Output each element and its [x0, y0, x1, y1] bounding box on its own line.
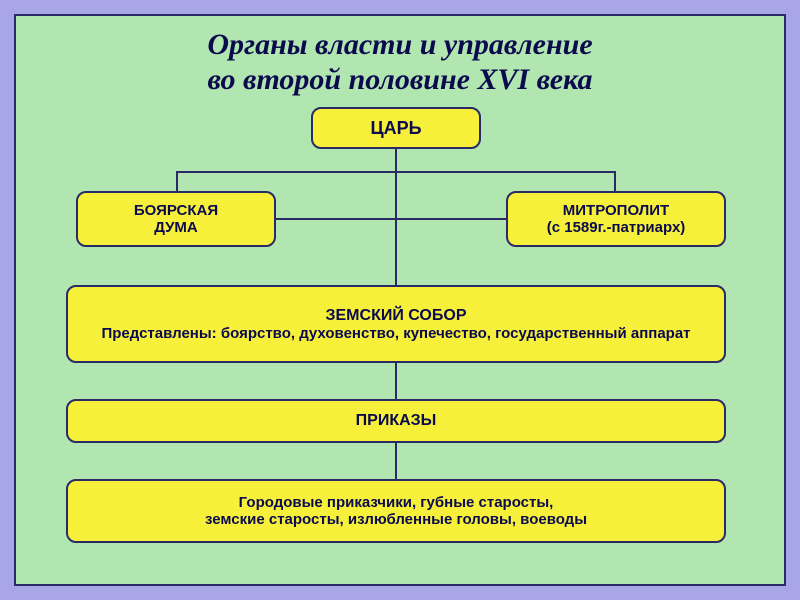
node-boyar-duma: БОЯРСКАЯ ДУМА	[76, 191, 276, 247]
node-prikazy: ПРИКАЗЫ	[66, 399, 726, 443]
connector-3	[614, 171, 616, 191]
node-sobor-sublabel: Представлены: боярство, духовенство, куп…	[101, 325, 690, 342]
org-chart: ЦАРЬ БОЯРСКАЯ ДУМА МИТРОПОЛИТ (с 1589г.-…	[16, 101, 784, 571]
connector-4	[276, 218, 506, 220]
node-duma-label: БОЯРСКАЯ	[134, 202, 218, 219]
node-mitropolit-sublabel: (с 1589г.-патриарх)	[547, 219, 686, 236]
node-prikazy-label: ПРИКАЗЫ	[356, 412, 437, 430]
node-duma-sublabel: ДУМА	[154, 219, 198, 236]
title-line-2: во второй половине XVI века	[208, 63, 593, 96]
diagram-panel: Органы власти и управление во второй пол…	[14, 14, 786, 586]
diagram-title: Органы власти и управление во второй пол…	[16, 16, 784, 101]
node-sobor-label: ЗЕМСКИЙ СОБОР	[325, 307, 466, 325]
connector-6	[395, 443, 397, 479]
node-local-sublabel: земские старосты, излюбленные головы, во…	[205, 511, 587, 528]
node-mitropolit: МИТРОПОЛИТ (с 1589г.-патриарх)	[506, 191, 726, 247]
title-line-1: Органы власти и управление	[207, 28, 592, 61]
node-tsar: ЦАРЬ	[311, 107, 481, 149]
node-local-officials: Городовые приказчики, губные старосты, з…	[66, 479, 726, 543]
connector-2	[176, 171, 178, 191]
connector-5	[395, 363, 397, 399]
node-zemsky-sobor: ЗЕМСКИЙ СОБОР Представлены: боярство, ду…	[66, 285, 726, 363]
node-tsar-label: ЦАРЬ	[370, 118, 421, 139]
node-mitropolit-label: МИТРОПОЛИТ	[563, 202, 669, 219]
connector-0	[395, 149, 397, 285]
node-local-label: Городовые приказчики, губные старосты,	[239, 494, 554, 511]
